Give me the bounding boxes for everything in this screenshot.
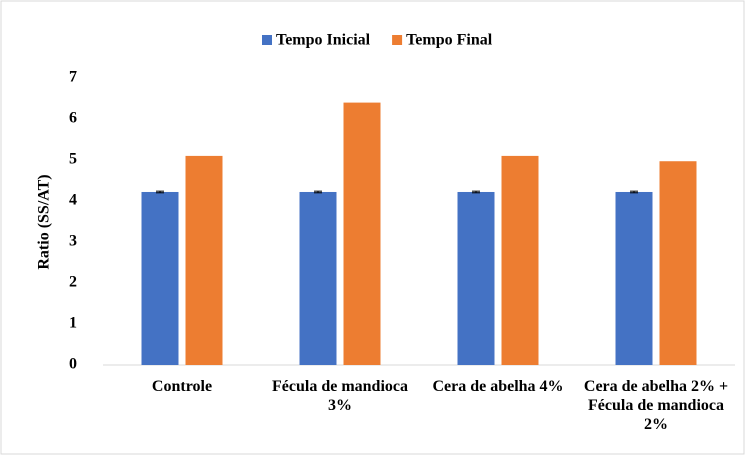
bar [659, 161, 697, 365]
legend-label: Tempo Inicial [276, 32, 371, 49]
x-tick-label: Controle [151, 378, 213, 395]
bar [457, 191, 495, 365]
y-tick-label: 4 [69, 192, 77, 209]
x-tick-label: Cera de abelha 4% [432, 378, 564, 395]
bar [299, 191, 337, 365]
y-tick-label: 5 [69, 151, 77, 168]
x-tick-label: Cera de abelha 2% + Fécula de mandioca 2… [583, 378, 729, 433]
y-tick-label: 7 [69, 69, 77, 86]
bar [141, 191, 179, 365]
y-tick-label: 6 [69, 110, 77, 127]
x-tick-label: Fécula de mandioca 3% [272, 378, 408, 414]
bar [615, 191, 653, 365]
legend-label: Tempo Final [406, 32, 493, 49]
y-tick-label: 0 [69, 356, 77, 373]
bar [343, 102, 381, 365]
y-axis-label: Ratio (SS/AT) [36, 174, 53, 269]
y-tick-label: 3 [69, 233, 77, 250]
y-tick-label: 2 [69, 274, 77, 291]
bar [501, 155, 539, 365]
legend-swatch [392, 35, 403, 45]
y-tick-label: 1 [69, 315, 77, 332]
legend-swatch [262, 35, 272, 45]
bar [185, 155, 223, 365]
